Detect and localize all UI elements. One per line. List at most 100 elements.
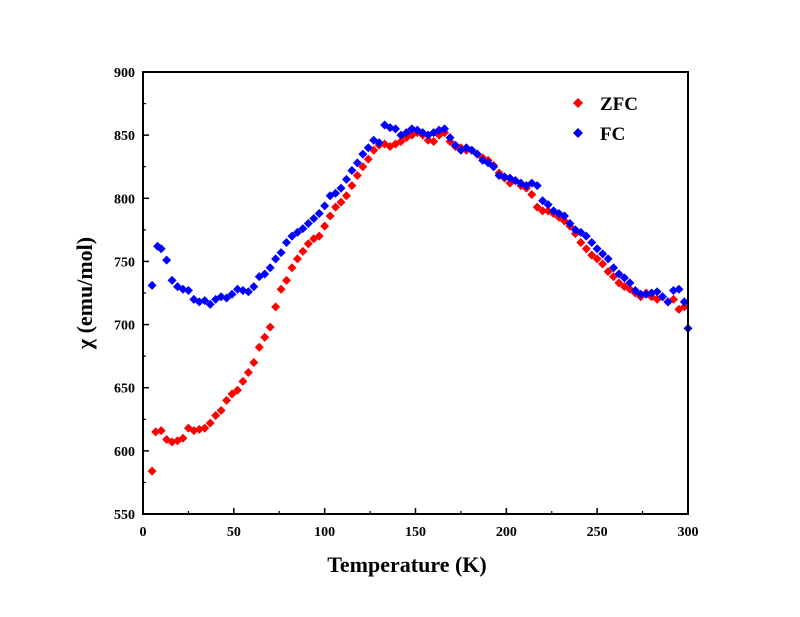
data-point-zfc <box>581 244 591 254</box>
x-tick-label: 200 <box>496 525 517 540</box>
data-point-fc <box>391 124 401 134</box>
data-point-fc <box>358 149 368 159</box>
data-point-fc <box>260 269 270 279</box>
data-point-fc <box>167 275 177 285</box>
data-point-zfc <box>216 405 226 415</box>
data-point-zfc <box>243 368 253 378</box>
data-point-zfc <box>320 221 330 231</box>
data-point-zfc <box>298 246 308 256</box>
data-point-zfc <box>227 389 237 399</box>
data-point-fc <box>532 181 542 191</box>
data-point-fc <box>609 263 619 273</box>
data-point-fc <box>222 293 232 303</box>
data-point-fc <box>543 200 553 210</box>
data-point-zfc <box>276 284 286 294</box>
data-point-zfc <box>527 189 537 199</box>
data-point-zfc <box>363 154 373 164</box>
data-point-fc <box>200 296 210 306</box>
data-point-zfc <box>396 136 406 146</box>
data-point-fc <box>298 224 308 234</box>
data-point-zfc <box>336 197 346 207</box>
axis-ticks: 0 50 100 150 200 250 300 550 600 650 700 750 800 850 9… <box>114 66 699 540</box>
data-point-fc <box>587 237 597 247</box>
legend-label-fc: FC <box>600 124 625 145</box>
data-point-zfc <box>200 423 210 433</box>
y-tick-label: 800 <box>114 192 135 207</box>
data-point-zfc <box>222 395 232 405</box>
data-point-fc <box>489 162 499 172</box>
legend-marker-fc <box>573 128 583 138</box>
data-point-zfc <box>576 237 586 247</box>
data-point-fc <box>336 183 346 193</box>
data-point-fc <box>385 123 395 133</box>
data-point-fc <box>658 292 668 302</box>
data-point-zfc <box>254 342 264 352</box>
data-points <box>147 120 693 476</box>
data-point-fc <box>576 227 586 237</box>
data-point-zfc <box>271 302 281 312</box>
y-tick-label: 700 <box>114 319 135 334</box>
data-point-zfc <box>341 191 351 201</box>
data-point-fc <box>467 145 477 155</box>
data-point-fc <box>614 269 624 279</box>
data-point-zfc <box>325 211 335 221</box>
data-point-fc <box>630 285 640 295</box>
y-tick-label: 550 <box>114 508 135 523</box>
data-point-zfc <box>282 275 292 285</box>
data-point-zfc <box>205 418 215 428</box>
data-point-zfc <box>358 162 368 172</box>
data-point-fc <box>147 280 157 290</box>
data-point-fc <box>598 249 608 259</box>
data-point-zfc <box>249 357 259 367</box>
data-point-zfc <box>156 426 166 436</box>
data-point-zfc <box>232 385 242 395</box>
x-tick-label: 50 <box>227 525 241 540</box>
data-point-fc <box>450 140 460 150</box>
data-point-fc <box>663 297 673 307</box>
x-tick-label: 100 <box>314 525 335 540</box>
data-point-zfc <box>265 322 275 332</box>
data-point-zfc <box>587 250 597 260</box>
data-point-fc <box>347 166 357 176</box>
data-point-fc <box>363 143 373 153</box>
data-point-zfc <box>238 376 248 386</box>
data-point-zfc <box>598 259 608 269</box>
data-point-fc <box>472 149 482 159</box>
data-point-fc <box>445 133 455 143</box>
data-point-zfc <box>211 410 221 420</box>
data-point-zfc <box>538 206 548 216</box>
data-point-fc <box>538 196 548 206</box>
data-point-fc <box>625 278 635 288</box>
data-point-zfc <box>347 181 357 191</box>
data-point-fc <box>183 285 193 295</box>
legend: ZFC FC <box>573 94 638 145</box>
data-point-fc <box>636 289 646 299</box>
data-point-zfc <box>314 231 324 241</box>
data-point-fc <box>309 213 319 223</box>
data-point-fc <box>162 255 172 265</box>
x-axis-label: Temperature (K) <box>327 552 486 577</box>
x-tick-label: 300 <box>678 525 699 540</box>
data-point-zfc <box>178 433 188 443</box>
data-point-zfc <box>429 136 439 146</box>
data-point-fc <box>341 174 351 184</box>
data-point-zfc <box>260 332 270 342</box>
data-point-fc <box>265 263 275 273</box>
data-point-zfc <box>592 254 602 264</box>
data-point-zfc <box>532 202 542 212</box>
data-point-fc <box>401 128 411 138</box>
data-point-fc <box>276 248 286 258</box>
data-point-fc <box>581 231 591 241</box>
data-point-fc <box>374 138 384 148</box>
data-point-fc <box>227 289 237 299</box>
data-point-fc <box>483 158 493 168</box>
data-point-fc <box>674 284 684 294</box>
data-point-fc <box>243 287 253 297</box>
data-point-fc <box>292 227 302 237</box>
y-tick-label: 900 <box>114 66 135 81</box>
data-point-fc <box>679 297 689 307</box>
data-point-fc <box>271 254 281 264</box>
x-tick-label: 150 <box>405 525 426 540</box>
data-point-fc <box>287 231 297 241</box>
